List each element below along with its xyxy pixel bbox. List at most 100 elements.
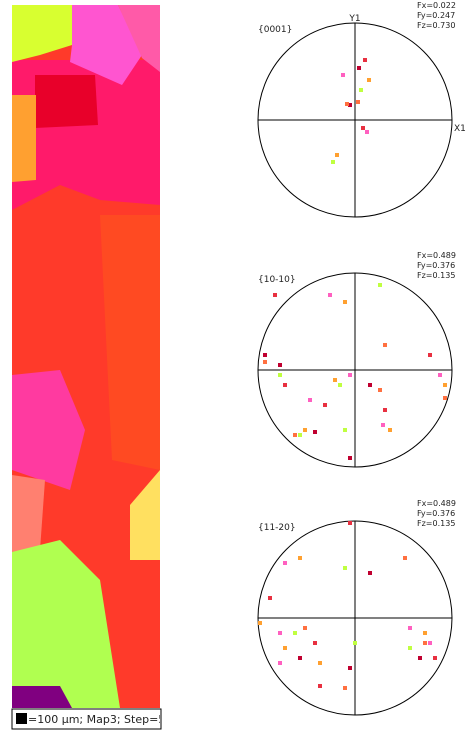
- figure-title: {0001}: [258, 25, 292, 35]
- f-value: Fy=0.376: [417, 261, 455, 270]
- scale-clip: =100 µm; Map3; Step=50: [28, 713, 172, 726]
- orientation-point: [408, 646, 412, 650]
- f-value: Fy=0.376: [417, 509, 455, 518]
- orientation-point: [283, 383, 287, 387]
- grain: [70, 5, 142, 85]
- orientation-map: [12, 5, 160, 708]
- orientation-point: [298, 656, 302, 660]
- f-value: Fz=0.730: [417, 21, 455, 30]
- orientation-point: [356, 100, 360, 104]
- f-value: Fx=0.489: [417, 251, 456, 260]
- orientation-point: [368, 383, 372, 387]
- orientation-point: [381, 423, 385, 427]
- orientation-point: [268, 596, 272, 600]
- orientation-point: [403, 556, 407, 560]
- grain: [12, 5, 88, 62]
- orientation-point: [278, 363, 282, 367]
- orientation-point: [328, 293, 332, 297]
- orientation-point: [303, 626, 307, 630]
- orientation-point: [333, 378, 337, 382]
- orientation-point: [293, 631, 297, 635]
- orientation-point: [418, 656, 422, 660]
- orientation-point: [263, 360, 267, 364]
- scale-square: [16, 713, 27, 724]
- orientation-point: [348, 521, 352, 525]
- y-axis-label: Y1: [348, 14, 360, 24]
- orientation-point: [378, 388, 382, 392]
- orientation-point: [368, 571, 372, 575]
- x-axis-label: X1: [454, 124, 466, 134]
- figure-title: {11-20}: [258, 523, 296, 533]
- f-value: Fy=0.247: [417, 11, 455, 20]
- orientation-point: [335, 153, 339, 157]
- orientation-point: [343, 428, 347, 432]
- orientation-point: [348, 666, 352, 670]
- orientation-point: [273, 293, 277, 297]
- orientation-point: [308, 398, 312, 402]
- f-value: Fz=0.135: [417, 519, 455, 528]
- scale-bar: =100 µm; Map3; Step=50: [11, 708, 172, 730]
- scale-box: [11, 708, 162, 730]
- orientation-point: [345, 102, 349, 106]
- f-value: Fz=0.135: [417, 271, 455, 280]
- orientation-point: [338, 383, 342, 387]
- orientation-point: [357, 66, 361, 70]
- grain: [118, 5, 160, 72]
- orientation-point: [278, 661, 282, 665]
- orientation-point: [438, 373, 442, 377]
- orientation-point: [383, 408, 387, 412]
- orientation-point: [388, 428, 392, 432]
- grain: [12, 475, 45, 552]
- orientation-point: [331, 160, 335, 164]
- orientation-point: [298, 556, 302, 560]
- grain: [100, 215, 160, 470]
- orientation-point: [343, 686, 347, 690]
- orientation-point: [278, 373, 282, 377]
- orientation-point: [283, 646, 287, 650]
- orientation-point: [423, 641, 427, 645]
- orientation-point: [348, 373, 352, 377]
- grain: [12, 686, 72, 708]
- scale-label: =100 µm; Map3; Step=50: [28, 713, 172, 726]
- grain: [130, 470, 160, 560]
- orientation-point: [313, 430, 317, 434]
- orientation-point: [365, 130, 369, 134]
- orientation-point: [348, 456, 352, 460]
- orientation-point: [343, 566, 347, 570]
- orientation-point: [318, 661, 322, 665]
- orientation-point: [298, 433, 302, 437]
- orientation-point: [278, 631, 282, 635]
- orientation-point: [383, 343, 387, 347]
- orientation-point: [443, 383, 447, 387]
- orientation-point: [341, 73, 345, 77]
- f-value: Fx=0.489: [417, 499, 456, 508]
- f-value: Fx=0.022: [417, 1, 456, 10]
- orientation-point: [428, 353, 432, 357]
- orientation-point: [348, 103, 352, 107]
- figure-title: {10-10}: [258, 275, 296, 285]
- orientation-point: [367, 78, 371, 82]
- orientation-point: [428, 641, 432, 645]
- orientation-point: [443, 396, 447, 400]
- orientation-point: [343, 300, 347, 304]
- orientation-point: [433, 656, 437, 660]
- orientation-point: [318, 684, 322, 688]
- orientation-point: [323, 403, 327, 407]
- orientation-point: [363, 58, 367, 62]
- orientation-point: [303, 428, 307, 432]
- orientation-point: [313, 641, 317, 645]
- orientation-point: [359, 88, 363, 92]
- grain: [12, 370, 85, 490]
- grain: [12, 540, 120, 708]
- orientation-point: [258, 621, 262, 625]
- orientation-point: [293, 433, 297, 437]
- orientation-point: [378, 283, 382, 287]
- grain: [35, 75, 98, 128]
- orientation-point: [361, 126, 365, 130]
- orientation-point: [353, 641, 357, 645]
- orientation-point: [263, 353, 267, 357]
- grain: [12, 95, 36, 182]
- orientation-point: [423, 631, 427, 635]
